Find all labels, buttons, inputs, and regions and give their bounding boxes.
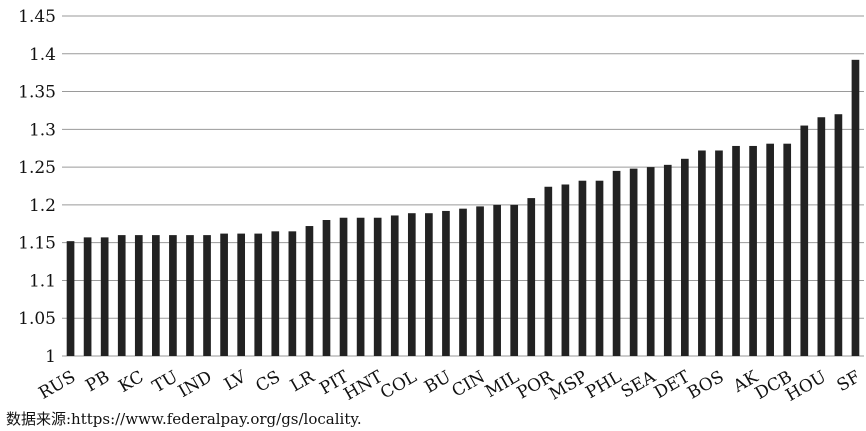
bar — [373, 217, 382, 356]
bar — [305, 226, 314, 356]
bar — [254, 233, 263, 356]
bar — [732, 145, 740, 356]
bar — [561, 184, 570, 356]
y-tick-label: 1.45 — [18, 7, 56, 27]
bar — [680, 158, 689, 356]
bar — [476, 206, 484, 356]
bar — [169, 235, 177, 356]
x-tick-label: PB — [82, 367, 113, 396]
x-tick-label: RUS — [35, 367, 79, 404]
bar — [578, 180, 587, 356]
bar — [134, 235, 143, 356]
x-tick-label: TU — [149, 367, 181, 397]
bar — [459, 208, 467, 356]
bar — [646, 167, 655, 356]
bar — [271, 231, 280, 356]
bar — [800, 125, 809, 356]
bar — [186, 235, 194, 356]
bar — [66, 241, 75, 356]
bar — [117, 235, 126, 356]
bar — [425, 213, 433, 356]
y-tick-label: 1.35 — [18, 83, 56, 103]
bar — [834, 114, 843, 356]
x-tick-label: IND — [175, 367, 216, 402]
bar — [203, 235, 211, 356]
x-tick-label: BU — [421, 367, 454, 398]
bar — [595, 180, 604, 356]
bar — [783, 143, 792, 356]
bar — [715, 150, 723, 356]
bar — [152, 235, 160, 356]
bar — [442, 210, 450, 356]
bar-chart: 1 1.05 1.1 1.15 1.2 1.25 1.3 1.35 1.4 1.45 RUS PB KC… — [18, 7, 864, 405]
y-tick-label: 1.05 — [18, 309, 56, 329]
x-tick-label: KC — [115, 367, 147, 397]
bar — [510, 204, 519, 356]
y-tick-label: 1.3 — [29, 120, 56, 140]
bar — [237, 233, 246, 356]
bar — [390, 215, 399, 356]
bar — [629, 168, 638, 356]
x-tick-label: CS — [252, 367, 283, 397]
y-tick-label: 1.1 — [29, 271, 56, 291]
bar — [851, 59, 860, 356]
bar — [339, 217, 348, 356]
bar — [493, 204, 501, 356]
x-tick-label: LR — [287, 366, 319, 396]
y-tick-label: 1.25 — [18, 158, 56, 178]
bar — [612, 170, 621, 356]
x-tick-label: COL — [377, 367, 420, 403]
bar — [663, 164, 672, 356]
bar — [220, 233, 228, 356]
bar — [83, 237, 92, 356]
y-tick-label: 1.15 — [18, 234, 56, 254]
bar — [544, 186, 553, 356]
y-tick-label: 1.2 — [29, 196, 56, 216]
bar — [749, 145, 757, 356]
y-tick-label: 1.4 — [29, 45, 56, 65]
bar — [322, 220, 331, 356]
bar — [527, 198, 536, 356]
bar — [817, 117, 826, 356]
bar — [766, 143, 774, 356]
bar — [356, 217, 365, 356]
bar — [407, 213, 416, 356]
x-tick-label: BOS — [684, 367, 727, 404]
source-note: 数据来源:https://www.federalpay.org/gs/local… — [6, 410, 362, 428]
x-tick-label: LV — [221, 367, 250, 395]
bar — [698, 150, 706, 356]
y-tick-label: 1 — [45, 347, 56, 367]
bar — [288, 231, 297, 356]
bar — [100, 237, 109, 356]
x-tick-label: HOU — [783, 367, 830, 405]
x-tick-label: SF — [834, 367, 864, 396]
